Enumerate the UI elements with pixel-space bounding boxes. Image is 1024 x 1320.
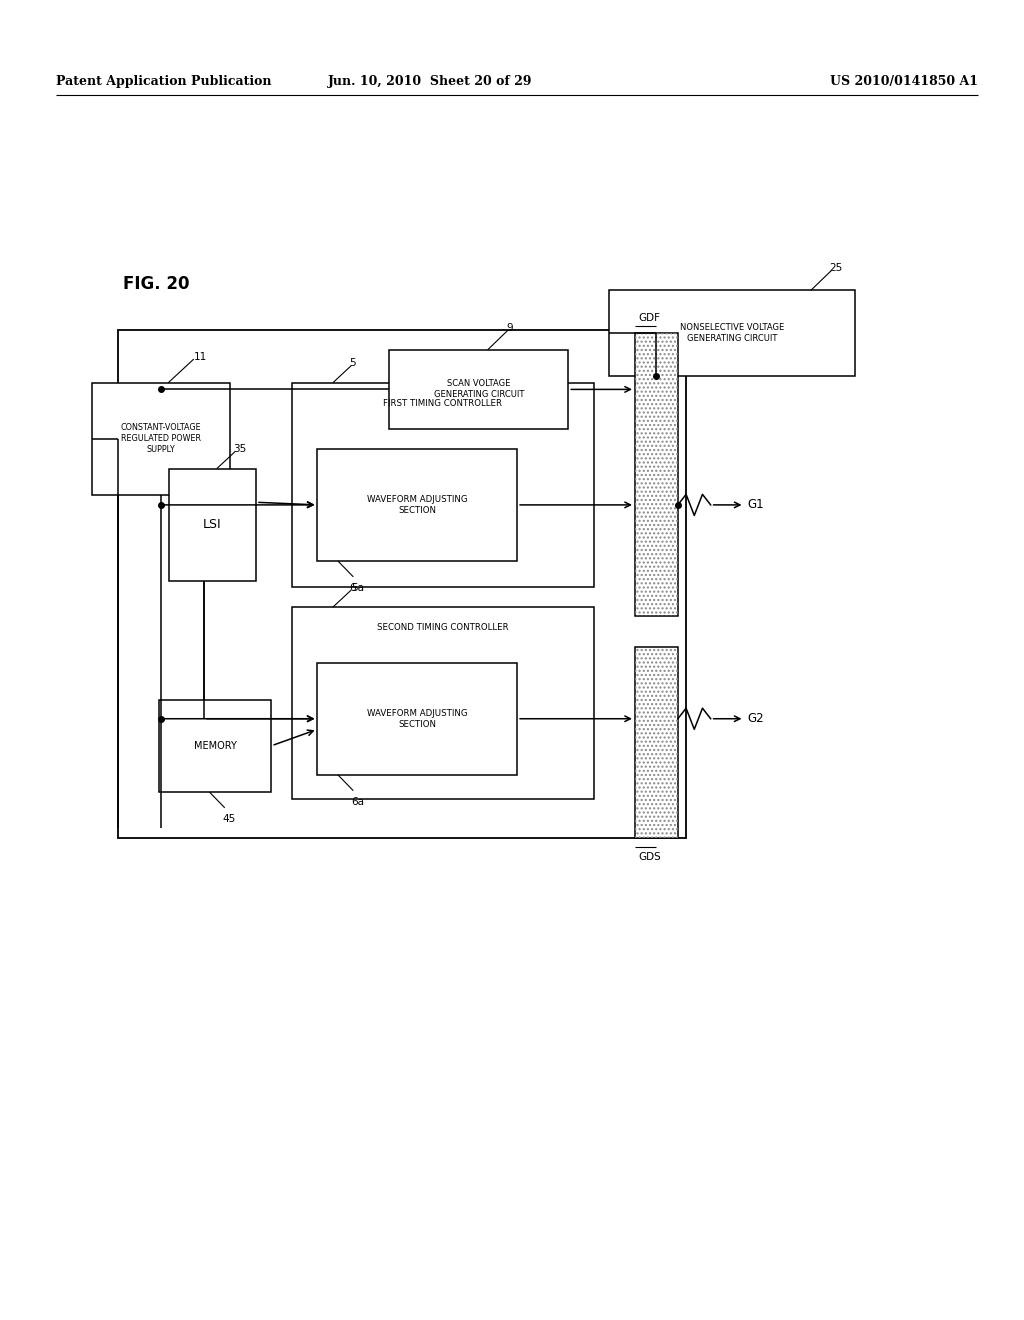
Text: 11: 11 (194, 351, 207, 362)
Text: FIRST TIMING CONTROLLER: FIRST TIMING CONTROLLER (383, 399, 503, 408)
Text: 45: 45 (223, 813, 236, 824)
Text: G1: G1 (748, 499, 764, 511)
Bar (635, 333, 678, 616)
Text: G2: G2 (748, 713, 764, 725)
Bar (92, 383, 230, 495)
Bar (292, 607, 594, 799)
Text: Jun. 10, 2010  Sheet 20 of 29: Jun. 10, 2010 Sheet 20 of 29 (328, 75, 532, 88)
Bar (118, 330, 686, 838)
Bar (609, 290, 855, 376)
Text: 5a: 5a (351, 582, 365, 593)
Bar (292, 383, 594, 587)
Text: WAVEFORM ADJUSTING
SECTION: WAVEFORM ADJUSTING SECTION (367, 709, 468, 729)
Text: SECOND TIMING CONTROLLER: SECOND TIMING CONTROLLER (377, 623, 509, 632)
Text: LSI: LSI (203, 519, 222, 531)
Bar (159, 700, 271, 792)
Bar (635, 647, 678, 838)
Bar (169, 469, 256, 581)
Text: 35: 35 (233, 444, 247, 454)
Bar (317, 663, 517, 775)
Text: CONSTANT-VOLTAGE
REGULATED POWER
SUPPLY: CONSTANT-VOLTAGE REGULATED POWER SUPPLY (121, 424, 202, 454)
Text: US 2010/0141850 A1: US 2010/0141850 A1 (829, 75, 978, 88)
Text: GDF: GDF (638, 313, 659, 323)
Text: FIG. 20: FIG. 20 (123, 275, 189, 293)
Text: MEMORY: MEMORY (194, 741, 237, 751)
Text: SCAN VOLTAGE
GENERATING CIRCUIT: SCAN VOLTAGE GENERATING CIRCUIT (433, 379, 524, 400)
Text: GDS: GDS (638, 851, 660, 862)
Text: 25: 25 (829, 263, 843, 273)
Text: WAVEFORM ADJUSTING
SECTION: WAVEFORM ADJUSTING SECTION (367, 495, 468, 515)
Bar (317, 449, 517, 561)
Bar (635, 647, 678, 838)
Bar (635, 333, 678, 616)
Text: 5: 5 (349, 358, 355, 368)
Text: NONSELECTIVE VOLTAGE
GENERATING CIRCUIT: NONSELECTIVE VOLTAGE GENERATING CIRCUIT (680, 323, 784, 343)
Text: 6a: 6a (351, 796, 365, 807)
Text: 6: 6 (349, 582, 355, 593)
Bar (389, 350, 568, 429)
Text: Patent Application Publication: Patent Application Publication (56, 75, 271, 88)
Text: 9: 9 (506, 322, 513, 333)
